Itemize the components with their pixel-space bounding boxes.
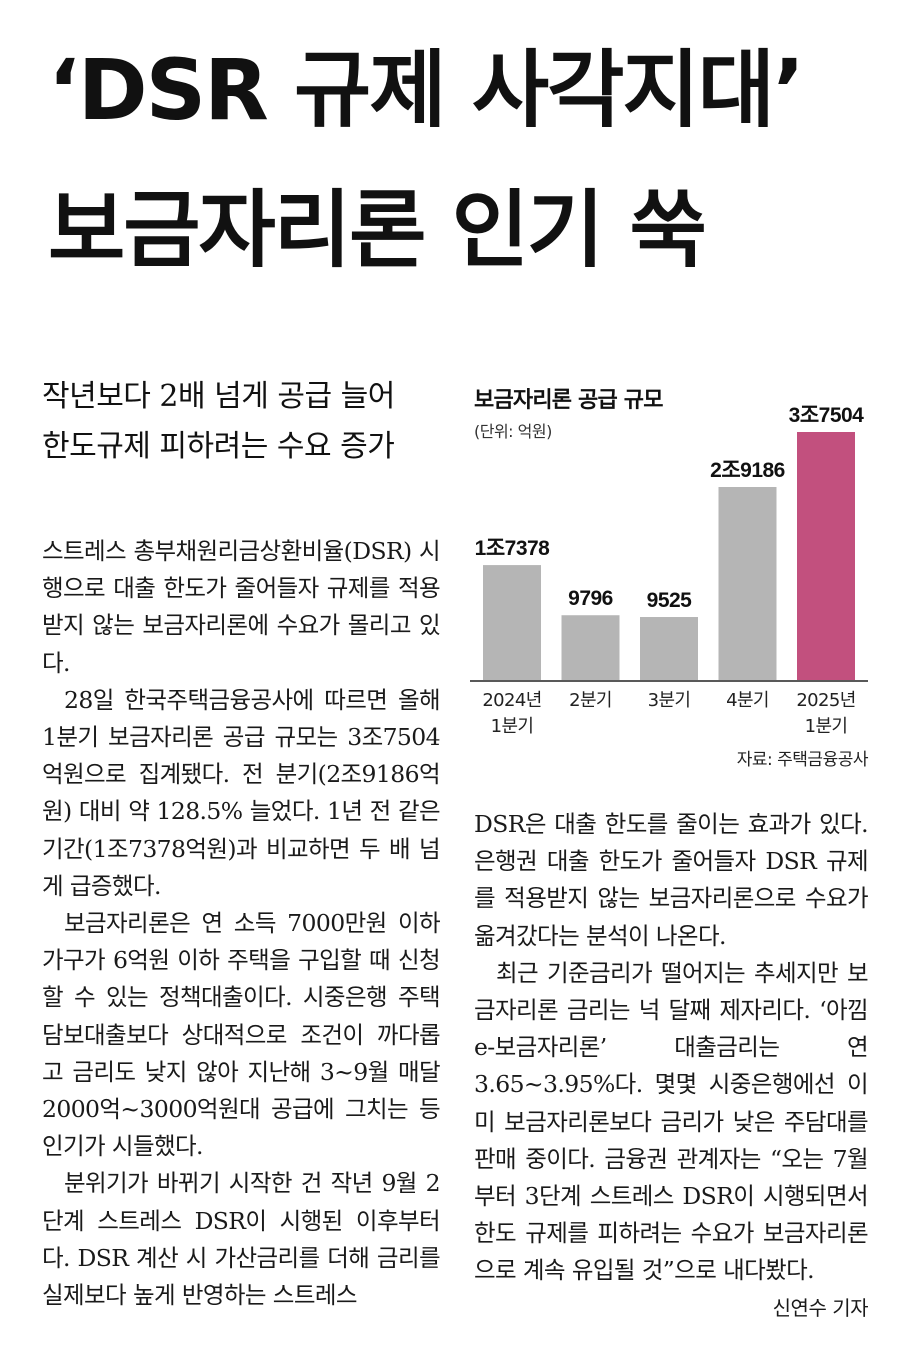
- subheadline-line-1: 작년보다 2배 넘게 공급 늘어: [42, 379, 395, 414]
- bar-value-label: 2조9186: [710, 459, 785, 482]
- paragraph: 28일 한국주택금융공사에 따르면 올해 1분기 보금자리론 공급 규모는 3조…: [42, 685, 441, 900]
- bar-value-label: 3조7504: [789, 404, 865, 427]
- headline-line-1: ‘DSR 규제 사각지대’: [48, 41, 805, 139]
- bar-4: [797, 432, 855, 680]
- category-label: 1분기: [805, 716, 848, 737]
- article-body-left-column: 스트레스 총부채원리금상환비율(DSR) 시행으로 대출 한도가 줄어들자 규제…: [42, 533, 441, 1314]
- paragraph: 보금자리론은 연 소득 7000만원 이하 가구가 6억원 이하 주택을 구입할…: [42, 909, 441, 1161]
- chart-title: 보금자리론 공급 규모: [474, 388, 663, 413]
- paragraph: DSR은 대출 한도를 줄이는 효과가 있다. 은행권 대출 한도가 줄어들자 …: [474, 810, 869, 950]
- category-label: 2024년: [482, 690, 541, 711]
- bar-chart: 1조7378 2024년 1분기 9796 2분기 9525 3분기 2조9186 4분기 3조7…: [470, 404, 868, 737]
- paragraph-text: 최근 기준금리가 떨어지는 추세지만 보금자리론 금리는 넉 달째 제자리다. …: [474, 958, 869, 1285]
- category-label: 3분기: [648, 690, 691, 711]
- category-label: 2분기: [569, 690, 612, 711]
- category-label: 4분기: [726, 690, 769, 711]
- chart-source: 자료: 주택금융공사: [736, 750, 869, 770]
- bar-3: [718, 487, 777, 680]
- bar-2: [640, 617, 698, 680]
- subheadline-line-2: 한도규제 피하려는 수요 증가: [42, 429, 395, 464]
- category-label: 2025년: [796, 690, 855, 711]
- paragraph: 스트레스 총부채원리금상환비율(DSR) 시행으로 대출 한도가 줄어들자 규제…: [42, 537, 441, 677]
- chart-unit: (단위: 억원): [474, 422, 552, 441]
- bar-1: [561, 615, 620, 680]
- bar-value-label: 1조7378: [475, 537, 551, 560]
- bar-value-label: 9525: [647, 589, 693, 612]
- bar-value-label: 9796: [568, 587, 613, 610]
- article-body-right-column: DSR은 대출 한도를 줄이는 효과가 있다. 은행권 대출 한도가 줄어들자 …: [474, 806, 869, 1327]
- bar-0: [483, 565, 541, 680]
- paragraph: 분위기가 바뀌기 시작한 건 작년 9월 2단계 스트레스 DSR이 시행된 이…: [42, 1169, 441, 1310]
- category-label: 1분기: [491, 716, 534, 737]
- paragraph: 최근 기준금리가 떨어지는 추세지만 보금자리론 금리는 넉 달째 제자리다. …: [474, 955, 869, 1320]
- headline-line-2: 보금자리론 인기 쑥: [48, 181, 707, 279]
- byline: 신연수 기자: [772, 1295, 869, 1320]
